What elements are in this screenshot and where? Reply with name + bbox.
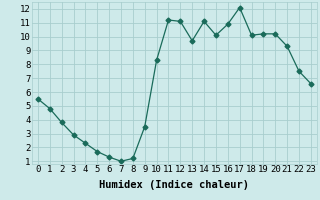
X-axis label: Humidex (Indice chaleur): Humidex (Indice chaleur) <box>100 180 249 190</box>
